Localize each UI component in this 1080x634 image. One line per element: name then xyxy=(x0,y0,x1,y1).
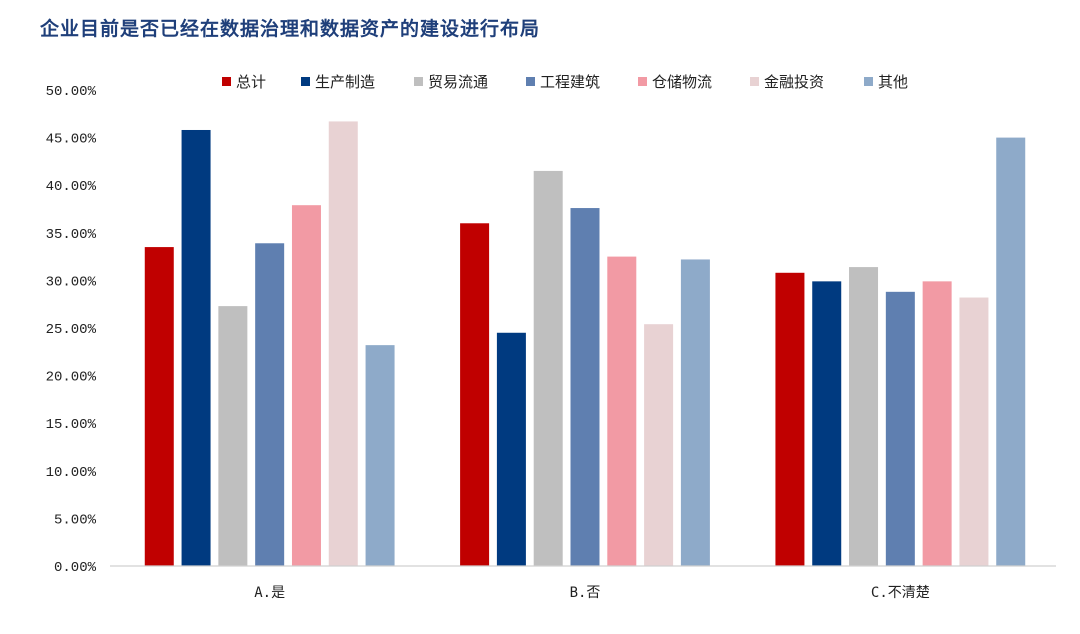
bar xyxy=(291,205,321,566)
bar xyxy=(328,121,358,566)
legend-label: 总计 xyxy=(236,73,266,91)
legend-swatch xyxy=(222,77,231,86)
x-category-label: C.不清楚 xyxy=(871,585,930,601)
y-tick-label: 25.00% xyxy=(46,322,97,338)
x-category-label: A.是 xyxy=(254,585,285,601)
y-tick-label: 40.00% xyxy=(46,179,97,195)
bar xyxy=(365,345,395,566)
bar xyxy=(460,223,490,566)
bar xyxy=(255,243,285,566)
bar xyxy=(181,129,211,566)
bar xyxy=(775,272,805,566)
y-tick-label: 20.00% xyxy=(46,370,97,386)
legend-label: 仓储物流 xyxy=(652,73,712,91)
legend-swatch xyxy=(750,77,759,86)
y-tick-label: 0.00% xyxy=(54,560,97,576)
legend-label: 金融投资 xyxy=(764,73,824,91)
y-tick-label: 30.00% xyxy=(46,274,97,290)
legend-swatch xyxy=(638,77,647,86)
legend-label: 生产制造 xyxy=(315,73,375,91)
bar xyxy=(996,137,1026,566)
y-tick-label: 15.00% xyxy=(46,417,97,433)
bar xyxy=(607,256,637,566)
x-axis: A.是 B.否 C.不清楚 xyxy=(254,585,930,601)
bar xyxy=(218,306,248,566)
bar xyxy=(959,297,989,566)
y-tick-label: 35.00% xyxy=(46,227,97,243)
bar xyxy=(570,208,600,566)
legend-swatch xyxy=(864,77,873,86)
y-tick-label: 5.00% xyxy=(54,512,97,528)
bar xyxy=(533,170,563,567)
legend-label: 工程建筑 xyxy=(540,73,600,91)
bar xyxy=(922,281,952,566)
legend-label: 贸易流通 xyxy=(428,73,488,91)
legend: 总计 生产制造 贸易流通 工程建筑 仓储物流 金融投资 其他 xyxy=(222,73,908,91)
legend-swatch xyxy=(301,77,310,86)
bar xyxy=(496,332,526,566)
x-category-label: B.否 xyxy=(570,585,601,601)
legend-label: 其他 xyxy=(878,73,908,91)
bars xyxy=(144,121,1026,567)
y-tick-label: 50.00% xyxy=(46,84,97,100)
legend-swatch xyxy=(414,77,423,86)
legend-swatch xyxy=(526,77,535,86)
bar xyxy=(680,259,710,566)
y-axis: 0.00% 5.00% 10.00% 15.00% 20.00% 25.00% 30.00%… xyxy=(46,84,97,576)
bar xyxy=(144,247,174,566)
y-tick-label: 45.00% xyxy=(46,132,97,148)
bar xyxy=(644,324,674,566)
bar xyxy=(885,291,915,566)
y-tick-label: 10.00% xyxy=(46,465,97,481)
chart-title: 企业目前是否已经在数据治理和数据资产的建设进行布局 xyxy=(40,18,541,40)
bar xyxy=(849,267,879,566)
bar xyxy=(812,281,842,566)
